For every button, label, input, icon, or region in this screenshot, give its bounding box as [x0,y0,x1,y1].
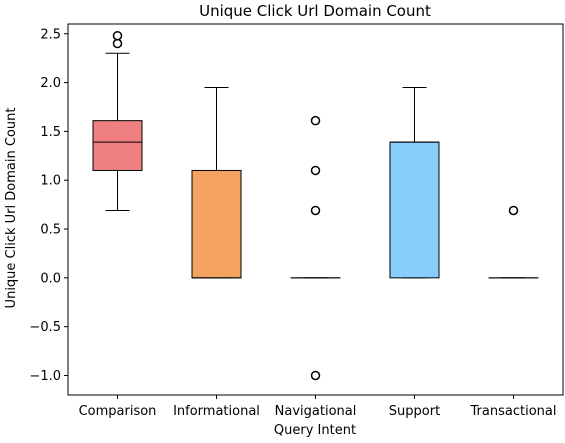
box-support [390,142,439,278]
y-tick-label: 2.5 [40,27,61,42]
y-tick-label: 1.5 [40,125,61,140]
outlier-point [510,206,518,214]
x-tick-label: Comparison [79,404,157,419]
y-tick-label: 1.0 [40,174,61,189]
outlier-point [312,166,320,174]
y-tick-label: −1.0 [29,369,61,384]
chart-title: Unique Click Url Domain Count [199,2,431,20]
x-tick-label: Support [389,404,440,419]
y-tick-label: 2.0 [40,76,61,91]
y-tick-label: −0.5 [29,320,61,335]
x-tick-label: Navigational [275,404,357,419]
outlier-point [312,117,320,125]
outlier-point [312,371,320,379]
x-axis-label: Query Intent [274,423,356,438]
outlier-point [114,32,122,40]
y-axis-label: Unique Click Url Domain Count [4,108,19,309]
outlier-point [312,206,320,214]
plot-frame [68,24,563,395]
box-informational [192,170,241,277]
plot-area: 2.5 2.0 1.5 1.0 0.5 0.0 −0.5 −1.0 Comparison Info… [29,24,563,419]
y-tick-label: 0.5 [40,223,61,238]
y-tick-label: 0.0 [40,271,61,286]
x-tick-label: Informational [173,404,260,419]
outlier-point [114,40,122,48]
x-tick-label: Transactional [470,404,557,419]
box-comparison [93,121,142,171]
